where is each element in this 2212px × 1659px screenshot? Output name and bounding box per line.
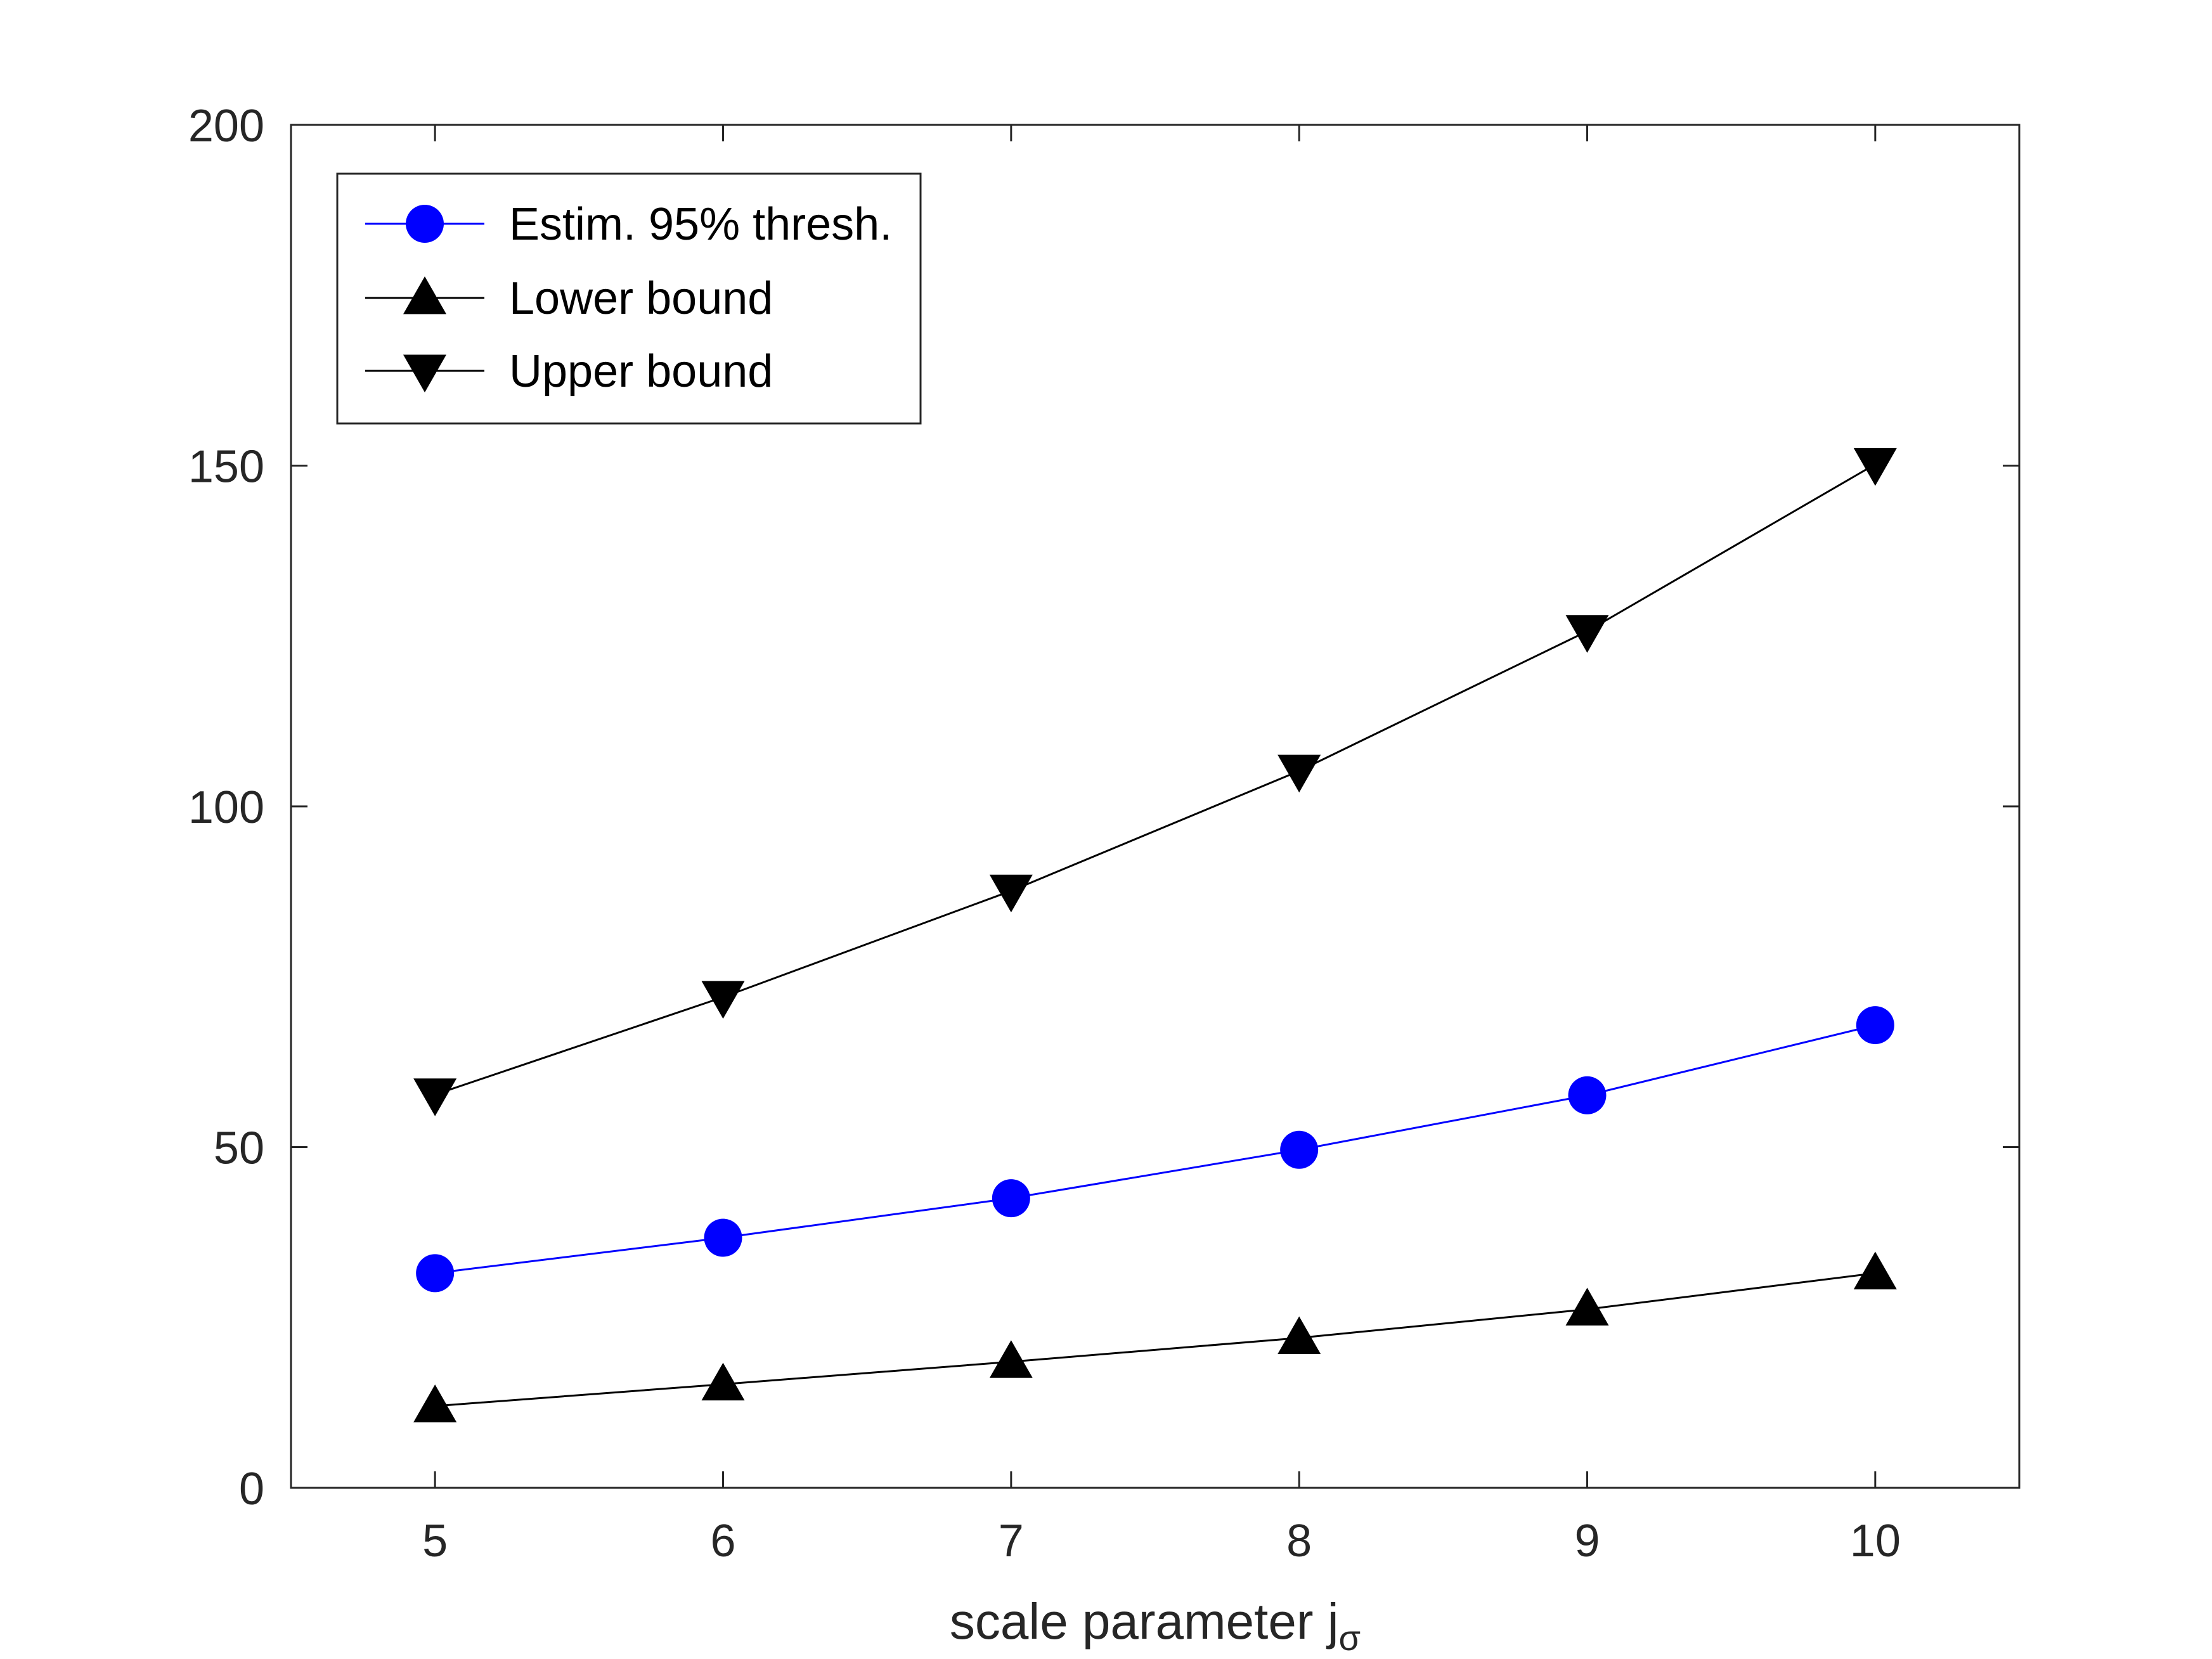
legend-item: Estim. 95% thresh. [365, 199, 892, 250]
legend-marker [406, 205, 444, 243]
legend-label: Estim. 95% thresh. [509, 199, 892, 250]
legend-label: Upper bound [509, 346, 773, 397]
series-1 [413, 1251, 1897, 1423]
data-point [416, 1254, 455, 1293]
data-point [1856, 1006, 1894, 1045]
y-tick-label: 100 [188, 782, 264, 833]
y-tick-label: 50 [214, 1123, 264, 1174]
data-point [1853, 448, 1897, 486]
data-point [992, 1179, 1030, 1218]
data-point [413, 1078, 457, 1116]
data-point [1277, 1316, 1321, 1354]
data-point [701, 981, 745, 1019]
plot-area [413, 448, 1897, 1423]
series-0 [416, 1006, 1894, 1293]
data-point [1280, 1130, 1319, 1169]
y-tick-label: 0 [239, 1464, 264, 1514]
x-tick-label: 10 [1850, 1516, 1901, 1566]
series-2 [413, 448, 1897, 1116]
data-point [989, 1340, 1033, 1378]
series-line [434, 463, 1876, 1096]
data-point [989, 874, 1033, 913]
data-point [701, 1362, 745, 1401]
x-tick-label: 9 [1574, 1516, 1600, 1566]
y-tick-label: 150 [188, 442, 264, 493]
series-line [434, 1024, 1876, 1274]
legend-marker [403, 276, 446, 314]
data-point [1565, 615, 1609, 653]
legend: Estim. 95% thresh. Lower bound Upper bound [336, 172, 922, 425]
x-tick-label: 8 [1286, 1516, 1312, 1566]
legend-item: Upper bound [365, 346, 773, 397]
x-tick-label: 7 [999, 1516, 1024, 1566]
legend-item: Lower bound [365, 273, 773, 324]
data-point [413, 1385, 457, 1423]
data-point [704, 1218, 742, 1257]
x-tick-label: 5 [422, 1516, 448, 1566]
legend-marker [403, 354, 446, 392]
data-point [1565, 1288, 1609, 1326]
x-axis-label: scale parameter jσ [950, 1593, 1361, 1658]
x-tick-label: 6 [710, 1516, 735, 1566]
y-tick-label: 200 [188, 101, 264, 152]
data-point [1568, 1076, 1607, 1114]
data-point [1277, 754, 1321, 793]
legend-label: Lower bound [509, 273, 773, 324]
series-line [435, 1272, 1876, 1407]
data-point [1853, 1251, 1897, 1289]
